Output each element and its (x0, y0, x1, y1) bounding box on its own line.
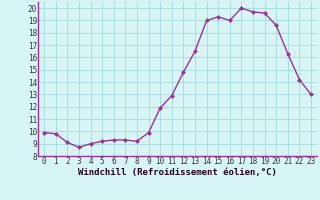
X-axis label: Windchill (Refroidissement éolien,°C): Windchill (Refroidissement éolien,°C) (78, 168, 277, 177)
